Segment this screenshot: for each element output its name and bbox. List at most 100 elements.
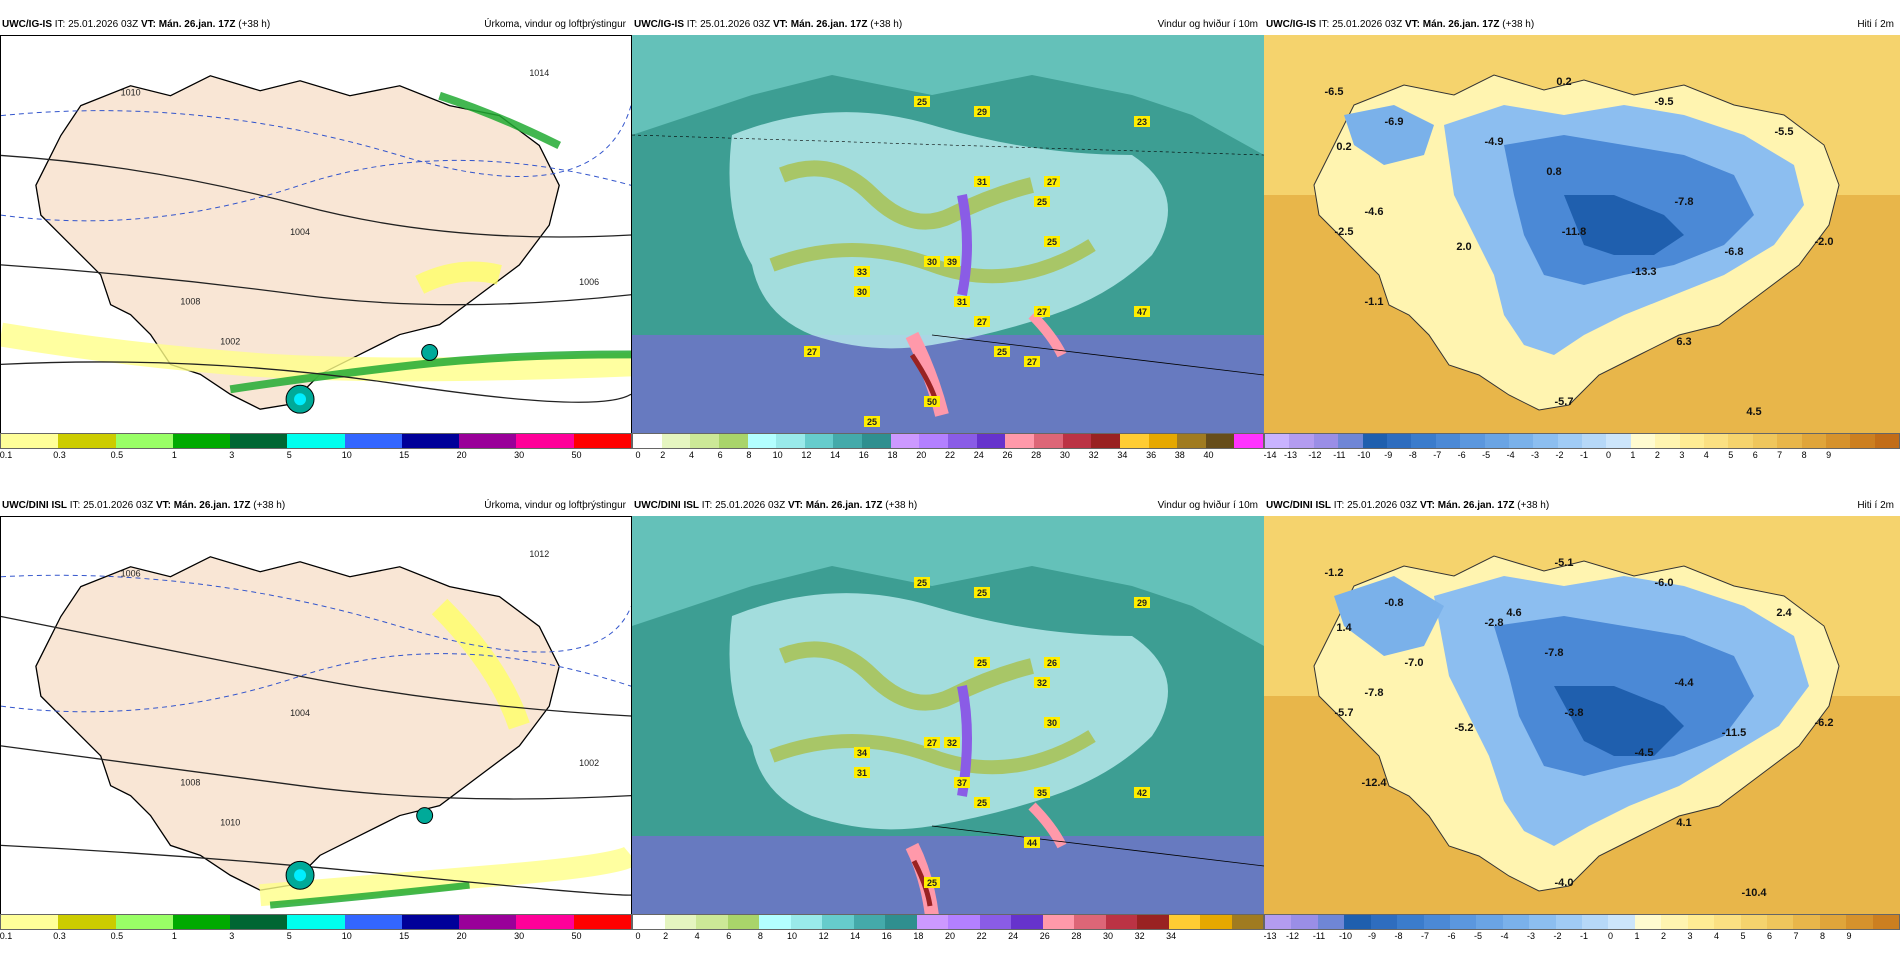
colorbar-tick-label: 3 [1679, 450, 1685, 460]
colorbar-tick-label: -1 [1579, 931, 1589, 941]
colorbar-tick-label: 50 [571, 450, 582, 460]
gust-value-label: 50 [924, 396, 940, 407]
colorbar-swatch [690, 434, 719, 448]
lead-time: (+38 h) [870, 19, 903, 30]
colorbar-swatch [1148, 434, 1178, 448]
svg-text:27: 27 [1047, 177, 1057, 187]
isobar-label: 1012 [529, 549, 549, 559]
gust-value-label: 25 [1044, 236, 1060, 247]
colorbar-tick-label: 6 [1766, 931, 1773, 941]
temperature-value-label: -6.5 [1325, 86, 1344, 98]
panel-title: Vindur og hviður í 10m [1157, 19, 1258, 30]
colorbar-swatch [1397, 915, 1424, 929]
svg-text:1006: 1006 [579, 277, 599, 287]
valid-time: Mán. 26.jan. 17Z [790, 19, 868, 30]
colorbar-swatch [1502, 915, 1530, 929]
temperature-value-label: -2.5 [1335, 226, 1354, 238]
svg-text:32: 32 [947, 738, 957, 748]
gust-value-label: 32 [944, 737, 960, 748]
colorbar-tick-label: 14 [850, 931, 861, 941]
temp-map[interactable]: -1.2 -0.8 1.4 -2.8 -5.1 -7.8 -6.0 2.4 -7.8 -5.7 -5… [1264, 516, 1900, 930]
colorbar-swatch [633, 434, 662, 448]
wind-panel: UWC/DINI ISL IT: 25.01.2026 03Z VT: Mán.… [632, 496, 1264, 962]
colorbar-swatch [919, 434, 949, 448]
gust-value-label: 31 [974, 176, 990, 187]
temp-map[interactable]: -6.5 -6.9 0.2 -4.9 0.2 0.8 -9.5 -5.5 -4.6 -2.5 2.0… [1264, 35, 1900, 449]
gust-value-label: 31 [954, 296, 970, 307]
valid-prefix: VT: [1419, 500, 1435, 511]
temperature-value-label: -3.8 [1565, 707, 1584, 719]
precip-colorbar: 0.1 0.3 0.5 1 3 5 10 15 20 30 50 [0, 433, 632, 463]
colorbar-swatch [976, 434, 1006, 448]
wind-panel: UWC/IG-IS IT: 25.01.2026 03Z VT: Mán. 26… [632, 15, 1264, 481]
colorbar-tick-label: 0 [1605, 450, 1611, 460]
svg-text:1004: 1004 [290, 227, 310, 237]
colorbar-swatch [822, 915, 854, 929]
colorbar-swatch [1582, 915, 1609, 929]
temperature-value-label: -1.1 [1365, 296, 1384, 308]
isobar-label: 1008 [180, 297, 200, 307]
colorbar-swatch [1850, 434, 1875, 448]
colorbar-tick-label: 0.3 [53, 931, 66, 941]
temperature-value-label: 2.0 [1456, 241, 1471, 253]
precip-map-svg: 1004 1008 1006 1002 1010 1014 [1, 36, 631, 448]
colorbar-tick-label: 20 [916, 450, 927, 460]
colorbar-swatch [1767, 915, 1794, 929]
svg-text:-11.5: -11.5 [1722, 727, 1746, 739]
colorbar-swatch [1119, 434, 1149, 448]
colorbar-tick-label: 30 [514, 931, 525, 941]
valid-prefix: VT: [140, 19, 156, 30]
panel-title: Úrkoma, vindur og loftþrýstingur [484, 19, 626, 30]
gust-value-label: 47 [1134, 306, 1150, 317]
panel-header: UWC/DINI ISL IT: 25.01.2026 03Z VT: Mán.… [0, 496, 632, 516]
svg-text:-6.2: -6.2 [1815, 717, 1834, 729]
wind-map[interactable]: 25 25 29 25 26 32 27 34 37 35 32 30 42 44 31 25 25 [632, 516, 1264, 930]
colorbar-swatch [1582, 434, 1607, 448]
model-name: UWC/DINI ISL [634, 500, 699, 511]
colorbar-tick-label: 10 [786, 931, 798, 941]
panel-header: UWC/DINI ISL IT: 25.01.2026 03Z VT: Mán.… [632, 496, 1264, 516]
svg-text:-12.4: -12.4 [1361, 777, 1387, 789]
temperature-value-label: 4.5 [1746, 406, 1761, 418]
colorbar-swatch [1, 915, 59, 929]
svg-text:30: 30 [857, 287, 867, 297]
temp-map-svg: -1.2 -0.8 1.4 -2.8 -5.1 -7.8 -6.0 2.4 -7.8 -5.7 -5… [1264, 516, 1900, 930]
gust-value-label: 27 [1024, 356, 1040, 367]
temperature-value-label: -7.8 [1675, 196, 1694, 208]
colorbar-tick-label: 50 [571, 931, 582, 941]
colorbar-tick-label: 9 [1826, 450, 1832, 460]
colorbar-swatch [1, 434, 59, 448]
colorbar-tick-label: 0.1 [0, 931, 13, 941]
colorbar-tick-label: -14 [1264, 450, 1277, 460]
svg-text:31: 31 [977, 177, 987, 187]
colorbar-tick-label: 4 [694, 931, 700, 941]
valid-time: Mán. 26.jan. 17Z [805, 500, 883, 511]
colorbar-swatch [833, 434, 863, 448]
colorbar-swatch [747, 434, 777, 448]
colorbar-tick-label: 5 [286, 931, 292, 941]
gust-value-label: 44 [1024, 837, 1040, 848]
forecast-row-dini-isl: UWC/DINI ISL IT: 25.01.2026 03Z VT: Mán.… [0, 496, 1900, 962]
valid-prefix: VT: [1404, 19, 1420, 30]
precip-map[interactable]: 1004 1008 1002 1010 1006 1012 [0, 516, 632, 930]
colorbar-ticks: -14 -13 -12 -11 -10 -9 -8 -7 -6 -5 -4 -3 -2 -1 0 1 2 3 4 5 6… [1264, 449, 1900, 463]
colorbar-swatch [1362, 434, 1387, 448]
svg-text:4.6: 4.6 [1506, 607, 1521, 619]
colorbar-tick-label: -5 [1473, 931, 1483, 941]
colorbar-tick-label: 3 [229, 450, 235, 460]
precip-map[interactable]: 1004 1008 1006 1002 1010 1014 [0, 35, 632, 449]
gust-value-label: 25 [974, 657, 990, 668]
colorbar-tick-label: 1 [1630, 450, 1636, 460]
init-time: IT: 25.01.2026 03Z [1318, 19, 1403, 30]
colorbar-swatch [1529, 915, 1556, 929]
colorbar-swatch [1168, 915, 1200, 929]
colorbar-swatch [459, 434, 517, 448]
temp-colorbar: -13 -12 -11 -10 -9 -8 -7 -6 -5 -4 -3 -2 -1 0 1 2 3 4 5 6 7 8 9 [1264, 914, 1900, 944]
colorbar-tick-label: 4 [1703, 450, 1709, 460]
colorbar-swatch [172, 915, 231, 929]
svg-text:-1.2: -1.2 [1325, 567, 1344, 579]
precip-panel: UWC/IG-IS IT: 25.01.2026 03Z VT: Mán. 26… [0, 15, 632, 481]
colorbar-tick-label: -12 [1285, 931, 1300, 941]
colorbar-tick-label: 6 [717, 450, 723, 460]
wind-map[interactable]: 25 29 23 31 27 25 30 33 31 27 39 25 47 27 30 50 27 25 25 27 [632, 35, 1264, 449]
